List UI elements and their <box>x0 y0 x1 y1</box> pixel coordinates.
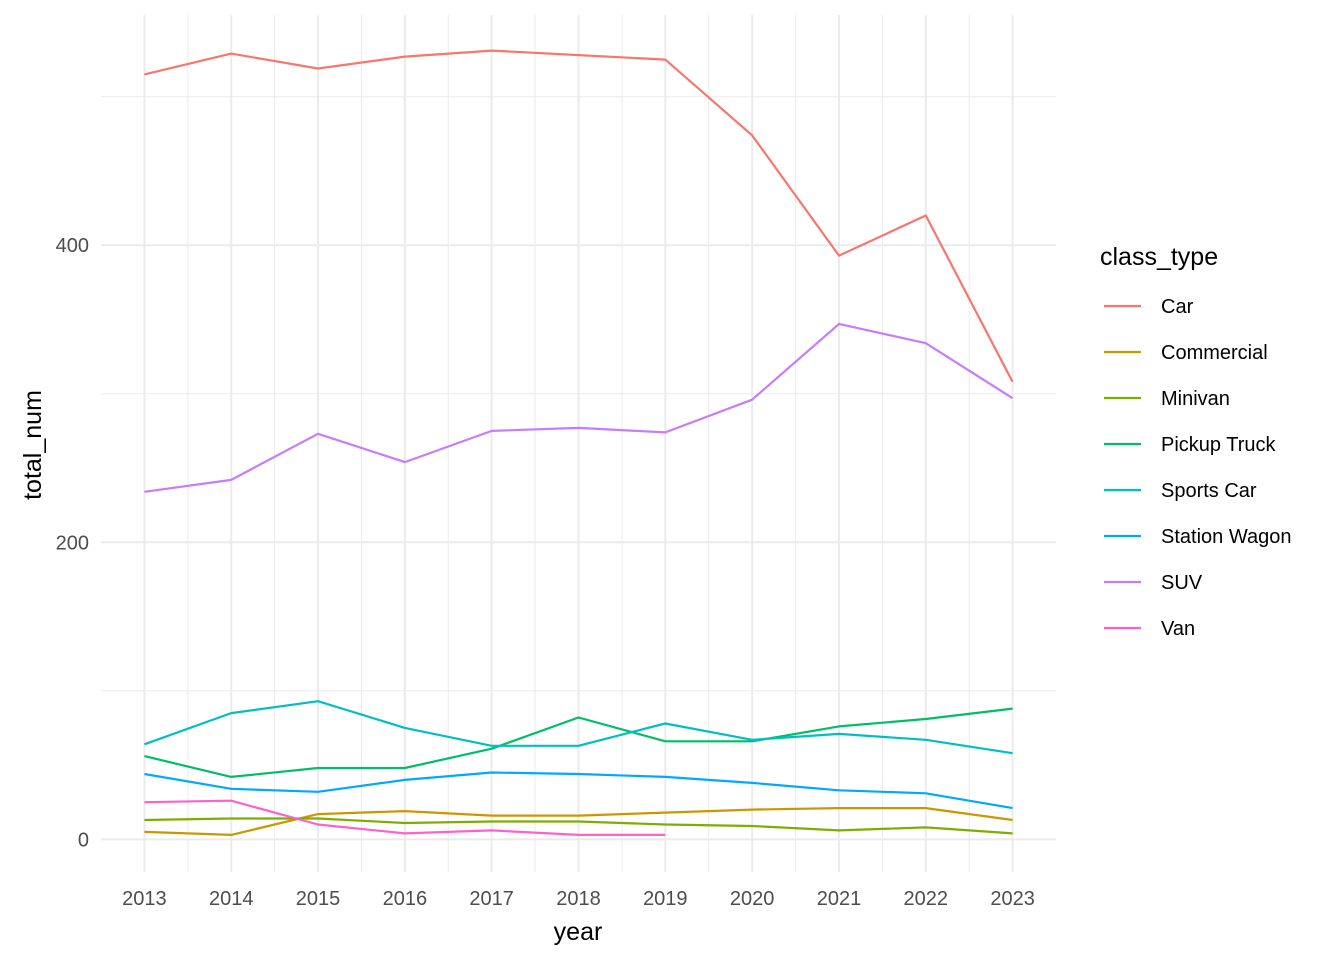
x-tick-label: 2020 <box>730 888 775 910</box>
x-tick-label: 2021 <box>817 888 862 910</box>
series-line-van <box>144 799 666 837</box>
x-tick-label: 2015 <box>296 888 341 910</box>
legend-title: class_type <box>1100 243 1218 271</box>
x-tick-label: 2017 <box>469 888 514 910</box>
x-axis-tick-labels: 2013 2014 2015 2016 2017 2018 2019 2020 2021 2022… <box>122 888 1035 910</box>
legend-item-suv: SUV <box>1104 572 1203 594</box>
y-tick-label: 200 <box>56 532 89 554</box>
legend-label-station-wagon: Station Wagon <box>1161 526 1291 548</box>
y-tick-label: 400 <box>56 235 89 257</box>
legend-label-car: Car <box>1161 296 1194 318</box>
series-line-car <box>144 49 1014 383</box>
legend-label-pickup-truck: Pickup Truck <box>1161 434 1276 456</box>
series-line-commercial <box>144 806 1013 837</box>
series-line-suv <box>144 322 1014 493</box>
x-tick-label: 2022 <box>904 888 949 910</box>
x-axis-title: year <box>554 918 603 946</box>
series-line-minivan <box>144 817 1013 835</box>
legend-item-station-wagon: Station Wagon <box>1104 526 1291 548</box>
x-tick-label: 2016 <box>383 888 428 910</box>
x-tick-label: 2023 <box>990 888 1035 910</box>
legend-item-commercial: Commercial <box>1104 342 1268 364</box>
y-tick-label: 0 <box>78 829 89 851</box>
x-tick-label: 2019 <box>643 888 688 910</box>
legend-label-sports-car: Sports Car <box>1161 480 1257 502</box>
legend: class_type Car Commercial Minivan Pickup Tr… <box>1100 243 1291 640</box>
series-line-sports-car <box>144 700 1013 755</box>
legend-item-pickup-truck: Pickup Truck <box>1104 434 1276 456</box>
x-tick-label: 2014 <box>209 888 254 910</box>
y-axis-title: total_num <box>19 390 47 500</box>
series-line-station-wagon <box>144 771 1013 810</box>
y-axis-tick-labels: 0 200 400 <box>56 235 89 851</box>
legend-items: Car Commercial Minivan Pickup Truck Sports C… <box>1104 296 1291 640</box>
legend-label-minivan: Minivan <box>1161 388 1230 410</box>
legend-item-van: Van <box>1104 618 1195 640</box>
legend-label-suv: SUV <box>1161 572 1203 594</box>
legend-item-car: Car <box>1104 296 1194 318</box>
legend-label-commercial: Commercial <box>1161 342 1268 364</box>
x-tick-label: 2018 <box>556 888 601 910</box>
series-line-pickup-truck <box>144 707 1013 779</box>
legend-item-sports-car: Sports Car <box>1104 480 1257 502</box>
legend-item-minivan: Minivan <box>1104 388 1230 410</box>
major-gridlines <box>101 15 1056 872</box>
x-tick-label: 2013 <box>122 888 167 910</box>
legend-label-van: Van <box>1161 618 1195 640</box>
series-lines <box>144 49 1014 837</box>
